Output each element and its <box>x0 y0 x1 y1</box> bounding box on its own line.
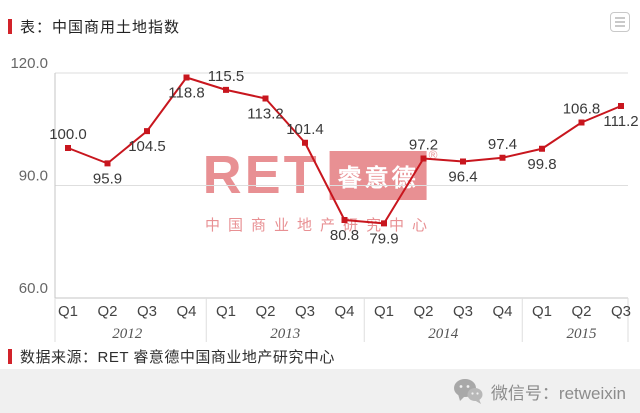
svg-text:2015: 2015 <box>567 326 598 342</box>
menu-icon-bars <box>615 21 625 23</box>
watermark-brand: RET <box>202 145 320 205</box>
svg-text:100.0: 100.0 <box>49 126 87 143</box>
svg-text:80.8: 80.8 <box>330 227 359 244</box>
source-row: 数据来源：RET 睿意德中国商业地产研究中心 <box>8 346 335 367</box>
svg-text:2013: 2013 <box>270 326 300 342</box>
svg-text:104.5: 104.5 <box>128 138 166 155</box>
svg-text:Q1: Q1 <box>532 303 552 320</box>
svg-text:95.9: 95.9 <box>93 170 122 187</box>
svg-text:97.2: 97.2 <box>409 137 438 154</box>
svg-text:113.2: 113.2 <box>247 106 283 123</box>
svg-text:Q4: Q4 <box>176 303 196 320</box>
svg-text:60.0: 60.0 <box>19 280 48 297</box>
menu-icon[interactable] <box>610 12 630 32</box>
svg-text:Q3: Q3 <box>137 303 157 320</box>
svg-text:2012: 2012 <box>112 326 143 342</box>
svg-text:Q1: Q1 <box>58 303 78 320</box>
svg-text:79.9: 79.9 <box>369 230 398 247</box>
svg-text:97.4: 97.4 <box>488 136 517 153</box>
bottom-bar: 微信号：retweixin <box>0 369 640 413</box>
svg-text:Q2: Q2 <box>255 303 275 320</box>
watermark-reg-mark: ® <box>428 148 438 162</box>
svg-text:Q4: Q4 <box>492 303 512 320</box>
svg-text:Q1: Q1 <box>216 303 236 320</box>
watermark-subtitle: 中国商业地产研究中心 <box>204 217 435 234</box>
svg-text:96.4: 96.4 <box>448 169 477 186</box>
svg-text:Q1: Q1 <box>374 303 394 320</box>
svg-text:2014: 2014 <box>428 326 459 342</box>
watermark: RET 睿意德 ® 中国商业地产研究中心 <box>203 148 438 235</box>
svg-text:106.8: 106.8 <box>563 101 601 118</box>
svg-text:118.8: 118.8 <box>168 85 204 102</box>
svg-text:101.4: 101.4 <box>286 121 324 138</box>
svg-text:Q4: Q4 <box>334 303 354 320</box>
svg-text:111.2: 111.2 <box>603 113 638 130</box>
svg-text:Q2: Q2 <box>413 303 433 320</box>
land-index-line-chart: 60.0 90.0 120.0 Q1 Q2 Q3 Q4 Q1 Q2 Q3 Q4 Q1 Q2 Q3 Q4 Q1 Q… <box>10 55 639 342</box>
page-title: 表：中国商用土地指数 <box>20 19 181 36</box>
svg-text:Q3: Q3 <box>611 303 631 320</box>
svg-text:99.8: 99.8 <box>527 156 556 173</box>
wechat-icon <box>453 378 483 405</box>
svg-text:Q2: Q2 <box>97 303 117 320</box>
watermark-logo-box: 睿意德 <box>329 150 427 200</box>
wechat-label: 微信号：retweixin <box>490 383 626 403</box>
watermark-brand-row: RET 睿意德 ® <box>203 148 438 202</box>
source-accent-bar <box>8 349 12 364</box>
svg-text:120.0: 120.0 <box>10 55 48 72</box>
svg-text:Q2: Q2 <box>571 303 591 320</box>
svg-text:90.0: 90.0 <box>19 168 48 185</box>
source-text: 数据来源：RET 睿意德中国商业地产研究中心 <box>20 349 335 366</box>
chart-header: 表：中国商用土地指数 <box>8 16 180 37</box>
chart-area: 60.0 90.0 120.0 Q1 Q2 Q3 Q4 Q1 Q2 Q3 Q4 Q1 Q2 Q3 Q4 Q1 Q… <box>0 48 640 348</box>
title-accent-bar <box>8 19 12 34</box>
svg-text:115.5: 115.5 <box>208 68 244 85</box>
svg-text:Q3: Q3 <box>295 303 315 320</box>
svg-text:Q3: Q3 <box>453 303 473 320</box>
